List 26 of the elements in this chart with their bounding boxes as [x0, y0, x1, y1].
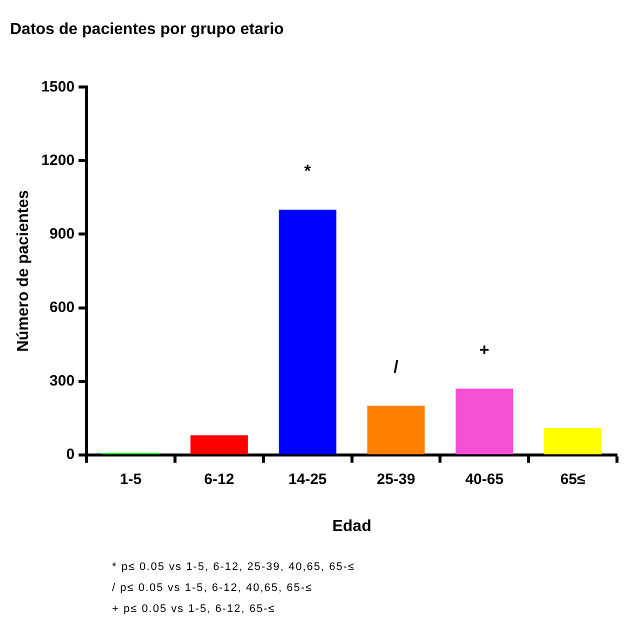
x-tick-label: 25-39 — [376, 470, 416, 488]
x-tick-label: 65≤ — [560, 470, 586, 488]
bar — [456, 388, 514, 454]
x-tick-label: 40-65 — [465, 470, 504, 488]
y-axis-title: Número de pacientes — [15, 190, 32, 352]
text: + p≤ 0.05 vs 1-5, 6-12, 65-≤ — [112, 602, 276, 617]
text: * p≤ 0.05 vs 1-5, 6-12, 25-39, 40,65, 65-≤ — [112, 560, 356, 575]
x-tick-label: 1-5 — [120, 470, 142, 488]
annotation: + — [479, 340, 490, 360]
bar — [367, 406, 425, 454]
bar — [190, 435, 248, 454]
x-axis-title: Edad — [332, 518, 372, 535]
bar — [544, 428, 602, 454]
annotation: * — [304, 161, 312, 180]
y-tick-label: 300 — [50, 372, 75, 390]
bar — [278, 210, 336, 454]
x-tick-label: 14-25 — [288, 470, 327, 488]
y-tick-label: 1500 — [41, 78, 75, 96]
text: / p≤ 0.05 vs 1-5, 6-12, 40,65, 65-≤ — [112, 581, 314, 596]
y-tick-label: 900 — [50, 225, 75, 242]
chart-title: Datos de pacientes por grupo etario — [10, 21, 284, 38]
annotation: / — [394, 357, 399, 376]
x-tick-label: 6-12 — [204, 470, 234, 488]
y-tick-label: 1200 — [41, 152, 75, 169]
y-tick-label: 600 — [50, 298, 75, 316]
y-tick-label: 0 — [66, 446, 75, 463]
